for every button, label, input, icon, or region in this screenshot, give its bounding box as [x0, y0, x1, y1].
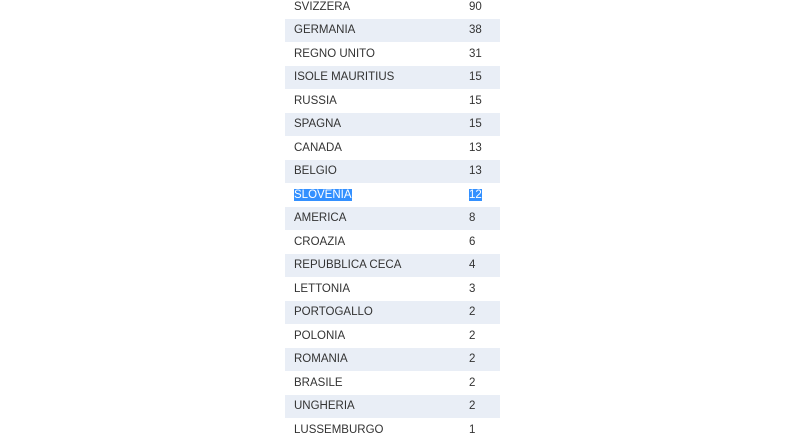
country-table: SVIZZERA 90 GERMANIA 38 REGNO UNITO 31 ISOLE M…	[285, 0, 500, 442]
country-count: 6	[469, 235, 476, 248]
country-count: 13	[469, 165, 482, 178]
country-count: 2	[469, 329, 476, 342]
country-name: LETTONIA	[294, 282, 351, 295]
country-name: SVIZZERA	[294, 0, 351, 13]
country-name: ISOLE MAURITIUS	[294, 71, 395, 84]
country-count: 4	[469, 259, 476, 272]
table-row[interactable]: CROAZIA 6	[285, 230, 500, 254]
table-row[interactable]: ISOLE MAURITIUS 15	[285, 65, 500, 89]
country-name: REGNO UNITO	[294, 47, 375, 60]
table-row[interactable]: PORTOGALLO 2	[285, 300, 500, 324]
country-name: SPAGNA	[294, 118, 342, 131]
country-name: POLONIA	[294, 329, 346, 342]
table-row[interactable]: LETTONIA 3	[285, 277, 500, 301]
country-name: PORTOGALLO	[294, 306, 373, 319]
country-count: 15	[469, 118, 482, 131]
country-count: 8	[469, 212, 476, 225]
table-row[interactable]: LUSSEMBURGO 1	[285, 418, 500, 442]
country-count: 2	[469, 400, 476, 413]
country-count: 1	[469, 423, 476, 436]
country-count: 31	[469, 47, 482, 60]
country-count: 2	[469, 306, 476, 319]
country-name: RUSSIA	[294, 94, 337, 107]
country-name: GERMANIA	[294, 24, 356, 37]
country-name: CANADA	[294, 141, 342, 154]
table-row[interactable]: POLONIA 2	[285, 324, 500, 348]
country-count: 15	[469, 94, 482, 107]
country-name: LUSSEMBURGO	[294, 423, 384, 436]
table-row[interactable]: BELGIO 13	[285, 159, 500, 183]
country-count: 13	[469, 141, 482, 154]
country-count: 2	[469, 353, 476, 366]
country-name: ROMANIA	[294, 353, 348, 366]
table-row[interactable]: SPAGNA 15	[285, 112, 500, 136]
table-row[interactable]: ROMANIA 2	[285, 347, 500, 371]
table-row[interactable]: SLOVENIA 12	[285, 183, 500, 207]
country-count: 12	[469, 188, 482, 201]
country-count: 15	[469, 71, 482, 84]
country-count: 2	[469, 376, 476, 389]
country-name: BELGIO	[294, 165, 337, 178]
country-count: 38	[469, 24, 482, 37]
country-name: UNGHERIA	[294, 400, 355, 413]
country-count: 90	[469, 0, 482, 13]
table-row[interactable]: BRASILE 2	[285, 371, 500, 395]
table-row[interactable]: REPUBBLICA CECA 4	[285, 253, 500, 277]
table-row[interactable]: AMERICA 8	[285, 206, 500, 230]
table-row[interactable]: CANADA 13	[285, 136, 500, 160]
table-row[interactable]: RUSSIA 15	[285, 89, 500, 113]
country-name: REPUBBLICA CECA	[294, 259, 402, 272]
country-count: 3	[469, 282, 476, 295]
country-name: SLOVENIA	[294, 188, 352, 201]
table-row[interactable]: GERMANIA 38	[285, 18, 500, 42]
table-row[interactable]: REGNO UNITO 31	[285, 42, 500, 66]
table-row[interactable]: SVIZZERA 90	[285, 0, 500, 19]
table-row[interactable]: UNGHERIA 2	[285, 394, 500, 418]
country-name: BRASILE	[294, 376, 343, 389]
country-name: CROAZIA	[294, 235, 346, 248]
country-name: AMERICA	[294, 212, 347, 225]
